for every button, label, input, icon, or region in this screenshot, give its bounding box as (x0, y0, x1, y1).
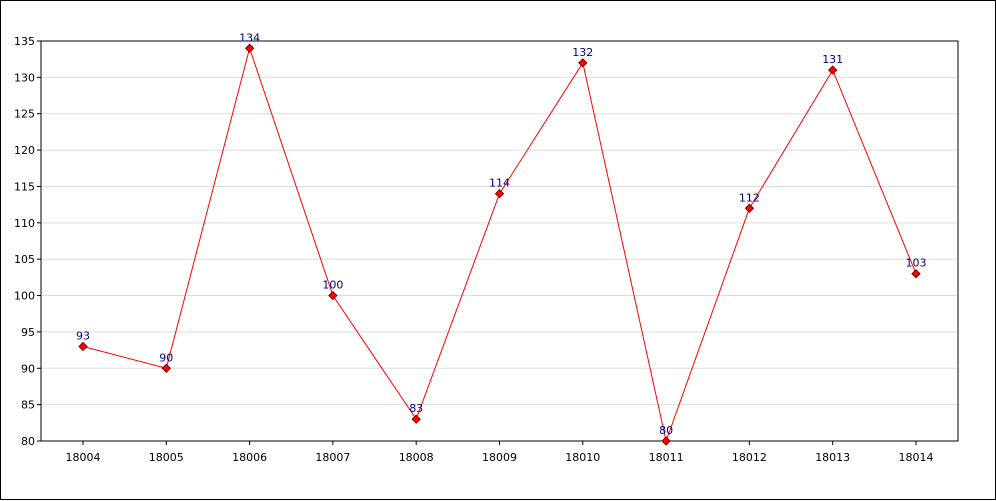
data-label: 112 (739, 191, 760, 204)
y-tick-label: 115 (14, 180, 35, 193)
data-point (78, 341, 88, 352)
y-tick-label: 100 (14, 290, 35, 303)
data-label: 100 (322, 279, 343, 292)
data-point (911, 269, 921, 279)
y-tick-label: 90 (21, 362, 35, 375)
x-tick-label: 18014 (899, 451, 934, 464)
data-point (744, 203, 755, 213)
data-point (494, 189, 505, 199)
x-tick-label: 18009 (482, 451, 517, 464)
plot-area (40, 40, 959, 442)
y-tick-label: 110 (14, 217, 35, 230)
x-tick-label: 18013 (815, 451, 850, 464)
x-tick-label: 18012 (732, 451, 767, 464)
data-label: 114 (489, 177, 510, 190)
data-label: 83 (409, 402, 423, 415)
data-label: 93 (76, 329, 90, 342)
data-point (328, 290, 338, 301)
data-point (661, 436, 671, 446)
data-label: 134 (239, 31, 260, 44)
y-tick-label: 135 (14, 35, 35, 48)
x-tick-label: 18004 (66, 451, 101, 464)
x-tick-label: 18005 (149, 451, 184, 464)
x-tick-label: 18011 (649, 451, 684, 464)
y-tick-label: 80 (21, 435, 35, 448)
data-label: 80 (659, 424, 673, 437)
data-point (161, 363, 172, 373)
data-label: 90 (159, 351, 173, 364)
data-label: 132 (572, 46, 593, 59)
data-labels: 93 90 134 100 83 114 132 80 112 131 103 (76, 31, 927, 437)
y-tick-label: 95 (21, 326, 35, 339)
data-label: 103 (906, 257, 927, 270)
y-tick-label: 85 (21, 399, 35, 412)
gridlines (42, 76, 957, 406)
data-markers (78, 43, 921, 446)
y-tick-label: 105 (14, 253, 35, 266)
data-point (578, 58, 588, 68)
y-tick-label: 120 (14, 144, 35, 157)
x-tick-label: 18008 (399, 451, 434, 464)
x-axis-ticks: 18004 18005 18006 18007 18008 18009 18010 18011… (66, 441, 934, 464)
x-tick-label: 18010 (565, 451, 600, 464)
data-point (411, 414, 421, 424)
y-tick-label: 130 (14, 71, 35, 84)
x-tick-label: 18007 (315, 451, 350, 464)
y-axis-ticks: 80 85 90 95 100 105 110 115 120 125 130 135 (14, 35, 41, 448)
data-label: 131 (822, 53, 843, 66)
x-tick-label: 18006 (232, 451, 267, 464)
y-tick-label: 125 (14, 108, 35, 121)
data-point (827, 65, 838, 75)
data-point (244, 43, 255, 53)
